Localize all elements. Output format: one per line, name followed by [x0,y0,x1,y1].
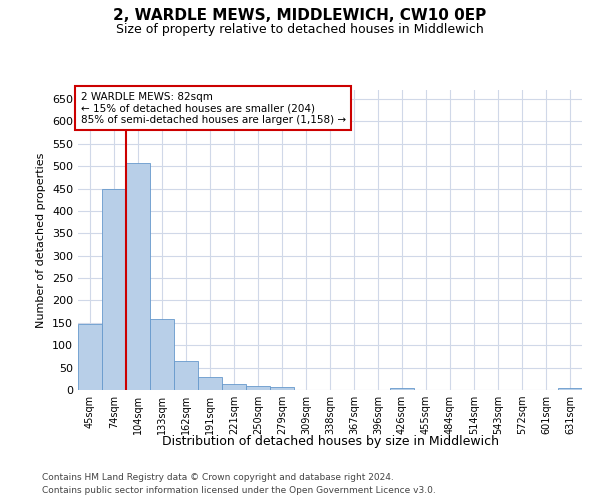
Bar [270,388,294,390]
Bar [198,376,222,390]
Text: Contains HM Land Registry data © Crown copyright and database right 2024.: Contains HM Land Registry data © Crown c… [42,474,394,482]
Bar [558,388,582,390]
Bar [174,361,198,390]
Text: Size of property relative to detached houses in Middlewich: Size of property relative to detached ho… [116,22,484,36]
Bar [78,324,102,390]
Bar [222,384,246,390]
Bar [150,320,174,390]
Bar [102,188,126,390]
Text: 2, WARDLE MEWS, MIDDLEWICH, CW10 0EP: 2, WARDLE MEWS, MIDDLEWICH, CW10 0EP [113,8,487,22]
Bar [246,386,270,390]
Text: Distribution of detached houses by size in Middlewich: Distribution of detached houses by size … [161,435,499,448]
Y-axis label: Number of detached properties: Number of detached properties [37,152,46,328]
Text: 2 WARDLE MEWS: 82sqm
← 15% of detached houses are smaller (204)
85% of semi-deta: 2 WARDLE MEWS: 82sqm ← 15% of detached h… [80,92,346,124]
Text: Contains public sector information licensed under the Open Government Licence v3: Contains public sector information licen… [42,486,436,495]
Bar [126,163,150,390]
Bar [390,388,414,390]
